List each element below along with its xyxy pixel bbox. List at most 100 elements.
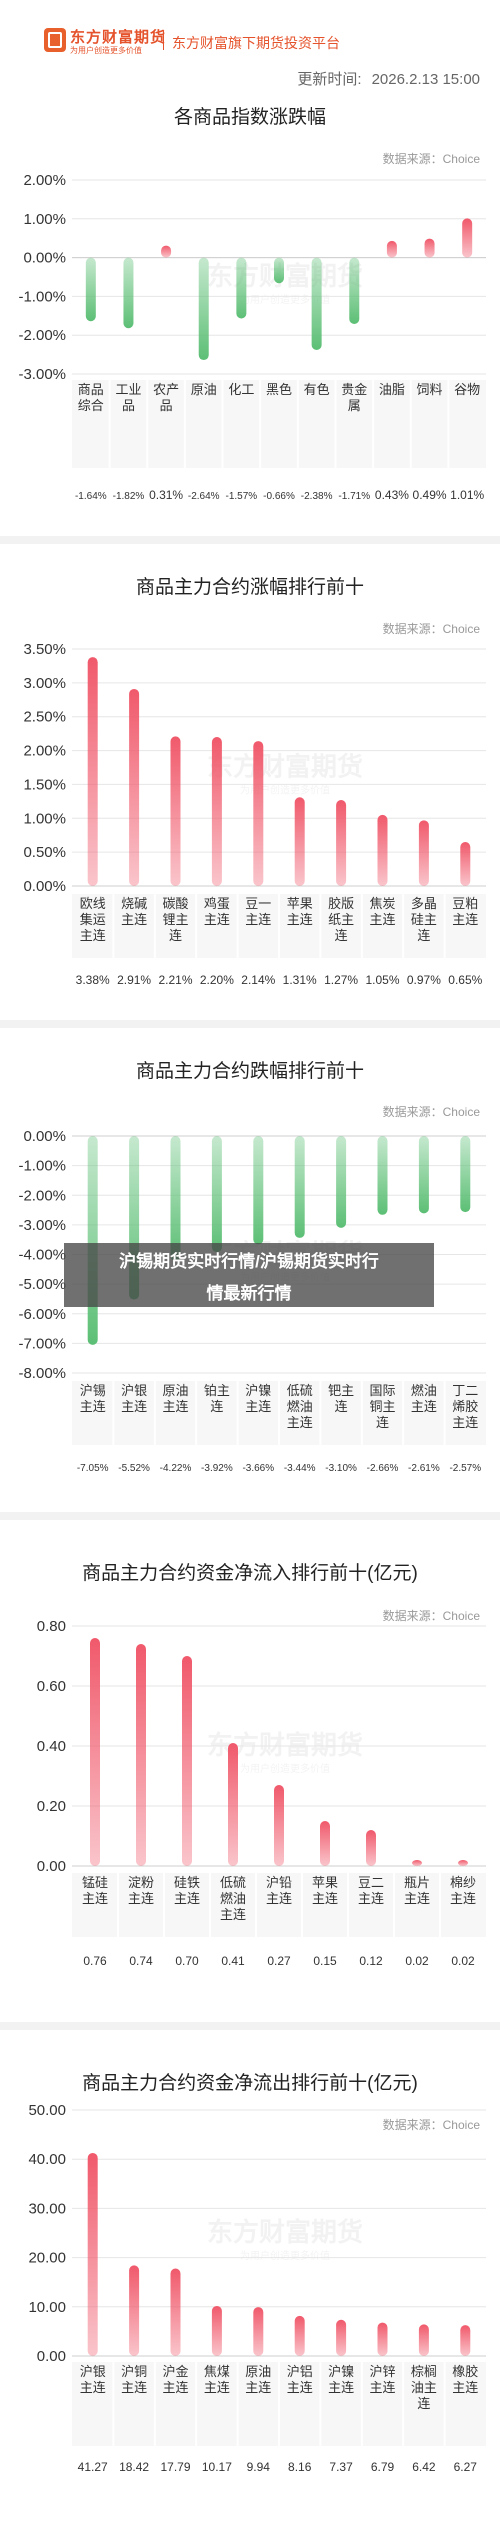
watermark: 东方财富期货: [207, 752, 363, 782]
bar: [349, 257, 360, 324]
category-label: 丁二: [452, 1383, 478, 1398]
category-label: 沪锌: [369, 2364, 395, 2379]
y-tick-label: 0.00: [37, 1858, 66, 1875]
overlay-line-1: 沪锡期货实时行情/沪锡期货实时行: [119, 1252, 379, 1271]
bar: [294, 2315, 305, 2356]
y-tick-label: 0.00%: [23, 878, 66, 895]
category-label: 燃油: [220, 1891, 246, 1906]
bar: [198, 257, 209, 361]
bar: [253, 741, 264, 886]
y-tick-label: 40.00: [28, 2151, 66, 2168]
value-label: 0.49%: [413, 488, 447, 502]
value-label: -1.82%: [113, 491, 145, 502]
category-label: 胶版: [328, 896, 354, 911]
category-label: 鸡蛋: [204, 896, 230, 911]
category-label: 饲料: [417, 382, 443, 397]
bar: [412, 1860, 422, 1866]
category-label: 主连: [121, 2380, 147, 2395]
data-source: 数据来源：Choice: [382, 622, 480, 636]
watermark: 东方财富期货: [207, 2217, 363, 2247]
category-label: 原油: [245, 2364, 271, 2379]
category-label: 主连: [204, 912, 230, 927]
value-label: -2.38%: [301, 491, 333, 502]
category-label: 低硫: [220, 1875, 246, 1890]
value-label: 9.94: [247, 2460, 271, 2474]
category-label: 多晶: [411, 896, 437, 911]
bar: [460, 2325, 471, 2356]
bar: [253, 2307, 264, 2356]
update-time-value: 2026.2.13 15:00: [371, 71, 480, 88]
category-label: 焦炭: [369, 896, 395, 911]
watermark-sub: 为用户创造更多价值: [240, 2249, 330, 2262]
category-label: 主连: [411, 1399, 437, 1414]
category-label: 瓶片: [404, 1875, 430, 1890]
category-label: 主连: [452, 1415, 478, 1430]
y-tick-label: 1.00%: [23, 211, 66, 228]
value-label: 0.41: [221, 1954, 245, 1968]
category-label: 农产: [153, 382, 179, 397]
y-tick-label: 30.00: [28, 2200, 66, 2217]
category-label: 原油: [162, 1383, 188, 1398]
bar: [366, 1830, 376, 1866]
bar: [294, 1136, 305, 1238]
value-label: 6.79: [371, 2460, 395, 2474]
category-label: 化工: [228, 382, 254, 397]
y-tick-label: -2.00%: [18, 327, 66, 344]
category-label: 豆二: [358, 1875, 384, 1890]
category-label: 碳酸: [162, 896, 188, 911]
watermark-sub: 为用户创造更多价值: [240, 1762, 330, 1775]
article-title-overlay[interactable]: 沪锡期货实时行情/沪锡期货实时行 情最新行情: [64, 1243, 434, 1307]
y-tick-label: 0.60: [37, 1678, 66, 1695]
category-label: 属: [348, 398, 361, 413]
bar: [211, 737, 222, 886]
bar: [85, 257, 96, 322]
bar: [170, 2268, 181, 2356]
header: 东方财富期货 为用户创造更多价值 东方财富旗下期货投资平台: [0, 0, 500, 68]
bar: [123, 257, 134, 329]
bar: [129, 688, 140, 886]
category-label: 油脂: [379, 382, 405, 397]
value-label: 0.15: [313, 1954, 337, 1968]
bar: [182, 1656, 192, 1866]
bar: [460, 841, 471, 886]
category-label: 谷物: [454, 382, 480, 397]
bar: [462, 218, 473, 258]
value-label: -0.66%: [263, 491, 295, 502]
category-label: 沪铅: [266, 1875, 292, 1890]
platform-tagline: 东方财富旗下期货投资平台: [172, 35, 340, 51]
brand-name: 东方财富期货: [70, 29, 167, 46]
value-label: -1.57%: [226, 491, 258, 502]
bar: [236, 257, 247, 319]
section-title: 各商品指数涨跌幅: [173, 107, 326, 128]
y-tick-label: 2.00%: [23, 743, 66, 760]
bar: [458, 1860, 468, 1866]
category-label: 国际: [369, 1383, 395, 1398]
y-tick-label: 0.00%: [23, 1128, 66, 1145]
category-label: 主连: [404, 1891, 430, 1906]
category-label: 焦煤: [204, 2364, 230, 2379]
category-area: [72, 1873, 486, 1937]
y-tick-label: -4.00%: [18, 1247, 66, 1264]
bar: [294, 797, 305, 886]
bar: [228, 1743, 238, 1866]
section-separator: [0, 1512, 500, 1520]
section-net-outflow: 商品主力合约资金净流出排行前十(亿元) 数据来源：Choice 东方财富期货 为用…: [0, 2030, 500, 2543]
category-label: 主连: [287, 2380, 313, 2395]
category-label: 锂主: [162, 912, 188, 927]
y-tick-label: 50.00: [28, 2102, 66, 2119]
category-label: 主连: [287, 1415, 313, 1430]
y-tick-label: -3.00%: [18, 1217, 66, 1234]
category-label: 主连: [369, 2380, 395, 2395]
section-separator: [0, 1020, 500, 1028]
category-label: 连: [335, 1399, 348, 1414]
category-label: 苹果: [287, 896, 313, 911]
y-tick-label: -5.00%: [18, 1276, 66, 1293]
value-label: -7.05%: [77, 1463, 109, 1474]
bar: [418, 820, 429, 886]
value-label: 0.74: [129, 1954, 153, 1968]
category-label: 主连: [245, 1399, 271, 1414]
value-label: 2.20%: [200, 973, 234, 987]
category-label: 主连: [266, 1891, 292, 1906]
section-separator: [0, 536, 500, 544]
value-label: -4.22%: [160, 1463, 192, 1474]
